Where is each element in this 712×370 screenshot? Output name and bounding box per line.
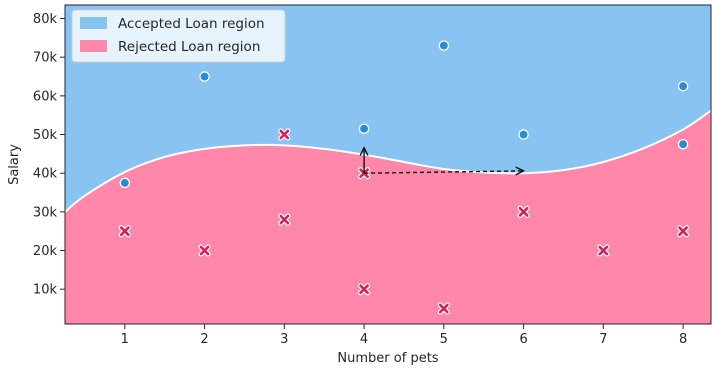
plot-frame (64, 4, 712, 325)
x-tick-label: 2 (200, 332, 208, 347)
y-tick-label: 40k (33, 167, 58, 182)
x-axis: 1 2 3 4 5 6 7 8 (121, 324, 687, 347)
rejected-point (118, 225, 131, 238)
y-tick-label: 80k (33, 12, 58, 27)
dashed-arrow (364, 171, 524, 173)
y-tick-label: 10k (33, 283, 58, 298)
y-tick-label: 70k (33, 51, 58, 66)
x-tick-label: 4 (360, 332, 368, 347)
x-tick-label: 8 (679, 332, 687, 347)
rejected-point (676, 225, 690, 238)
accepted-point (119, 177, 131, 189)
accepted-point (677, 80, 689, 92)
rejected-point (278, 213, 291, 226)
accepted-point (438, 40, 450, 51)
legend-label: Rejected Loan region (118, 39, 260, 55)
decision-boundary-line (65, 109, 711, 213)
x-tick-label: 7 (599, 332, 607, 347)
legend-label: Accepted Loan region (118, 16, 265, 32)
legend: Accepted Loan region Rejected Loan region (71, 9, 286, 63)
y-tick-label: 50k (33, 128, 58, 143)
data-points (118, 40, 690, 315)
rejected-point (597, 244, 610, 257)
y-axis-label: Salary (7, 144, 22, 185)
x-axis-label: Number of pets (337, 351, 438, 366)
accepted-point (518, 129, 529, 140)
x-tick-label: 1 (121, 332, 129, 347)
x-tick-label: 6 (519, 332, 527, 347)
y-tick-label: 20k (33, 244, 58, 259)
rejected-point (437, 302, 450, 315)
rejected-loan-region (65, 110, 711, 324)
rejected-point (357, 283, 371, 296)
x-tick-label: 5 (440, 332, 448, 347)
rejected-point (517, 205, 530, 218)
rejected-point (198, 244, 211, 257)
y-axis: 10k 20k 30k 40k 50k 60k 70k 80k (33, 12, 65, 298)
legend-swatch (80, 17, 107, 29)
rejected-point (278, 128, 291, 141)
annotation-arrows (364, 148, 524, 174)
accepted-point (358, 123, 370, 134)
x-tick-label: 3 (280, 332, 288, 347)
legend-box (71, 9, 286, 63)
y-tick-label: 30k (33, 205, 58, 220)
accepted-point (199, 71, 210, 82)
accepted-point (677, 138, 689, 150)
legend-swatch (80, 40, 107, 52)
y-tick-label: 60k (33, 89, 58, 104)
